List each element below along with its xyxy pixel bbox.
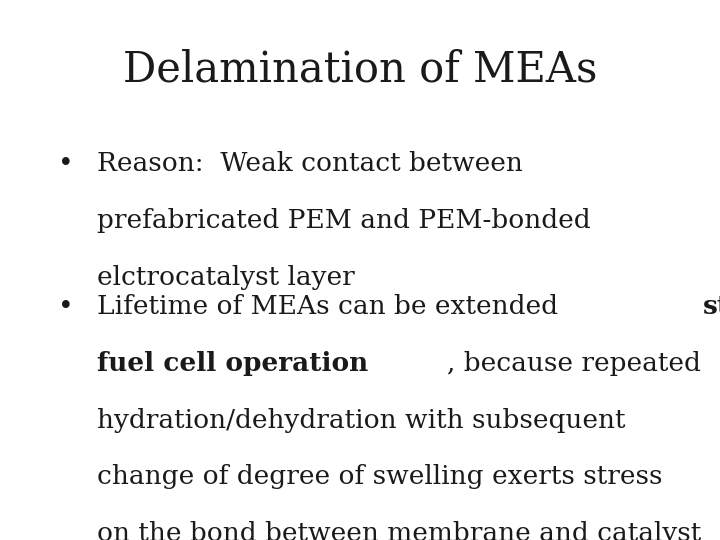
Text: hydration/dehydration with subsequent: hydration/dehydration with subsequent xyxy=(97,408,626,433)
Text: Lifetime of MEAs can be extended: Lifetime of MEAs can be extended xyxy=(97,294,567,319)
Text: Reason:  Weak contact between: Reason: Weak contact between xyxy=(97,151,523,176)
Text: elctrocatalyst layer: elctrocatalyst layer xyxy=(97,265,355,289)
Text: steady: steady xyxy=(703,294,720,319)
Text: , because repeated: , because repeated xyxy=(447,351,701,376)
Text: change of degree of swelling exerts stress: change of degree of swelling exerts stre… xyxy=(97,464,662,489)
Text: fuel cell operation: fuel cell operation xyxy=(97,351,369,376)
Text: •: • xyxy=(58,151,73,176)
Text: Delamination of MEAs: Delamination of MEAs xyxy=(123,49,597,91)
Text: prefabricated PEM and PEM-bonded: prefabricated PEM and PEM-bonded xyxy=(97,208,591,233)
Text: •: • xyxy=(58,294,73,319)
Text: on the bond between membrane and catalyst: on the bond between membrane and catalys… xyxy=(97,521,701,540)
